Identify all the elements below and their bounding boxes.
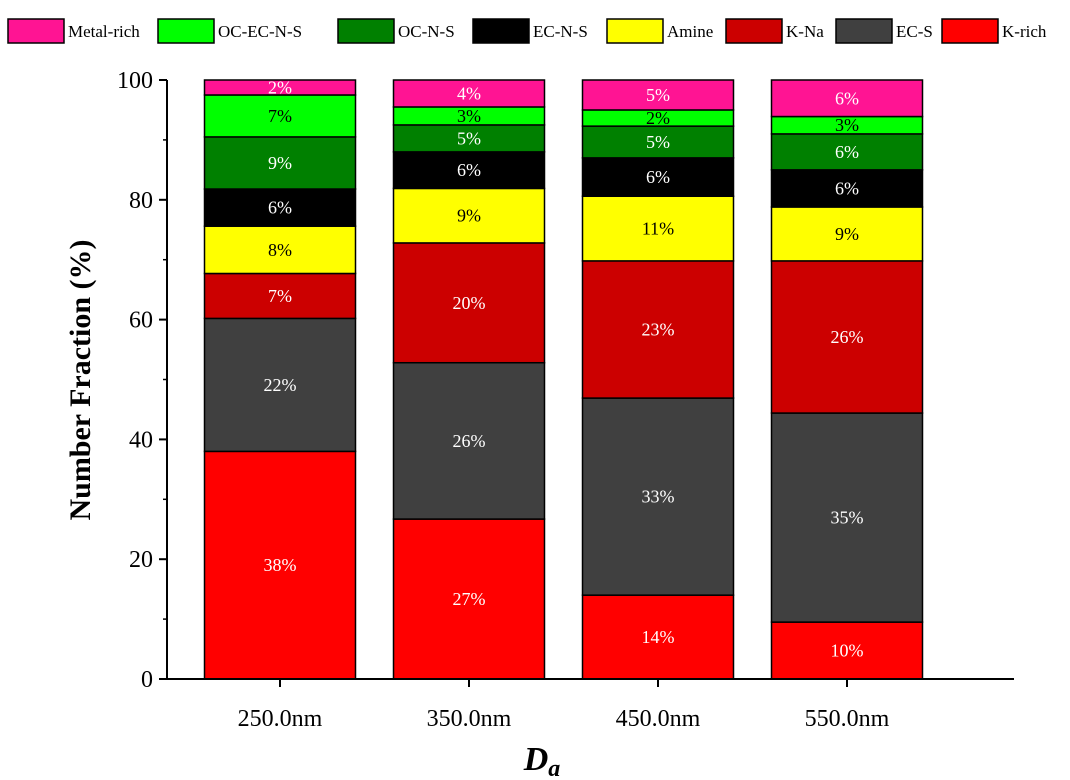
- data-label-amine-2: 11%: [642, 219, 674, 239]
- data-label-ec-s-0: 22%: [264, 375, 297, 395]
- data-label-k-rich-2: 14%: [642, 627, 675, 647]
- bar-segment-amine-0: [203, 225, 357, 275]
- legend: Metal-rich OC-EC-N-S OC-N-S EC-N-S Amine K-Na…: [7, 18, 1047, 44]
- data-label-oc-n-s-3: 6%: [835, 142, 859, 162]
- data-label-metal-rich-1: 4%: [457, 83, 481, 103]
- bar-segment-metal-rich-3: [770, 79, 924, 118]
- bar-segment-oc-ec-n-s-0: [203, 94, 357, 138]
- x-tick-label-1: 350.0nm: [427, 706, 512, 732]
- y-tick-label-60: 60: [129, 308, 153, 334]
- data-label-oc-n-s-1: 5%: [457, 128, 481, 148]
- bar-segment-k-rich-2: [581, 594, 735, 680]
- bar-segment-oc-n-s-3: [770, 133, 924, 171]
- bar-segment-amine-1: [392, 187, 546, 244]
- bar-segment-k-rich-1: [392, 518, 546, 680]
- data-label-k-na-1: 20%: [453, 293, 486, 313]
- x-tick-label-2: 450.0nm: [616, 706, 701, 732]
- data-label-metal-rich-3: 6%: [835, 88, 859, 108]
- legend-swatch-k-rich: [941, 18, 999, 44]
- data-label-ec-n-s-2: 6%: [646, 167, 670, 187]
- data-label-oc-ec-n-s-0: 7%: [268, 106, 292, 126]
- bar-segment-k-rich-3: [770, 621, 924, 680]
- data-label-k-na-0: 7%: [268, 286, 292, 306]
- data-label-k-rich-1: 27%: [453, 589, 486, 609]
- legend-label-ec-s: EC-S: [896, 22, 933, 41]
- data-label-ec-s-2: 33%: [642, 487, 675, 507]
- bar-segment-metal-rich-1: [392, 79, 546, 108]
- bar-segment-oc-n-s-1: [392, 124, 546, 153]
- legend-label-metal-rich: Metal-rich: [68, 22, 140, 41]
- axes: 0 20 40 60 80 100 250.0nm 350.0nm 450.0nm 550.0nm: [117, 68, 1014, 732]
- data-label-ec-n-s-0: 6%: [268, 198, 292, 218]
- data-label-metal-rich-0: 2%: [268, 77, 292, 97]
- y-tick-label-80: 80: [129, 188, 153, 214]
- legend-label-amine: Amine: [667, 22, 713, 41]
- bar-segment-ec-s-3: [770, 412, 924, 623]
- data-label-k-na-2: 23%: [642, 319, 675, 339]
- data-label-metal-rich-2: 5%: [646, 85, 670, 105]
- legend-label-k-na: K-Na: [786, 22, 824, 41]
- bar-segment-metal-rich-2: [581, 79, 735, 111]
- y-tick-label-100: 100: [117, 68, 153, 94]
- data-label-k-rich-0: 38%: [264, 555, 297, 575]
- bar-segment-ec-n-s-2: [581, 157, 735, 197]
- data-label-ec-s-1: 26%: [453, 431, 486, 451]
- bar-segment-ec-n-s-0: [203, 188, 357, 227]
- data-label-oc-ec-n-s-1: 3%: [457, 106, 481, 126]
- x-tick-label-3: 550.0nm: [805, 706, 890, 732]
- data-label-ec-s-3: 35%: [831, 508, 864, 528]
- x-axis-label: Da: [523, 741, 561, 780]
- bar-segment-ec-s-0: [203, 317, 357, 453]
- data-label-oc-n-s-2: 5%: [646, 132, 670, 152]
- legend-swatch-oc-ec-n-s: [157, 18, 215, 44]
- y-axis-label: Number Fraction (%): [64, 239, 97, 520]
- y-tick-label-20: 20: [129, 547, 153, 573]
- bar-segment-k-na-3: [770, 260, 924, 414]
- data-label-amine-0: 8%: [268, 240, 292, 260]
- legend-label-oc-n-s: OC-N-S: [398, 22, 455, 41]
- data-label-k-na-3: 26%: [831, 327, 864, 347]
- data-label-amine-3: 9%: [835, 224, 859, 244]
- legend-label-k-rich: K-rich: [1002, 22, 1047, 41]
- legend-label-ec-n-s: EC-N-S: [533, 22, 588, 41]
- x-axis-label-main: D: [523, 741, 549, 778]
- bar-segment-ec-s-1: [392, 361, 546, 520]
- bars: 38%22%7%8%6%9%7%2%27%26%20%9%6%5%3%4%14%…: [203, 77, 924, 680]
- bar-segment-k-rich-0: [203, 450, 357, 680]
- x-axis-label-sub: a: [548, 756, 560, 780]
- data-label-amine-1: 9%: [457, 206, 481, 226]
- legend-swatch-k-na: [725, 18, 783, 44]
- data-label-oc-ec-n-s-3: 3%: [835, 115, 859, 135]
- legend-swatch-amine: [606, 18, 664, 44]
- bar-segment-k-na-2: [581, 260, 735, 399]
- x-tick-label-0: 250.0nm: [238, 706, 323, 732]
- legend-swatch-ec-s: [835, 18, 893, 44]
- bar-segment-ec-s-2: [581, 397, 735, 596]
- legend-swatch-oc-n-s: [337, 18, 395, 44]
- y-tick-label-40: 40: [129, 427, 153, 453]
- data-label-oc-ec-n-s-2: 2%: [646, 108, 670, 128]
- legend-swatch-metal-rich: [7, 18, 65, 44]
- legend-label-oc-ec-n-s: OC-EC-N-S: [218, 22, 302, 41]
- data-label-oc-n-s-0: 9%: [268, 153, 292, 173]
- bar-segment-k-na-1: [392, 242, 546, 364]
- data-label-k-rich-3: 10%: [831, 641, 864, 661]
- bar-segment-amine-3: [770, 206, 924, 262]
- bar-segment-oc-n-s-0: [203, 136, 357, 190]
- legend-swatch-ec-n-s: [472, 18, 530, 44]
- y-tick-label-0: 0: [141, 667, 153, 693]
- bar-segment-metal-rich-0: [203, 79, 357, 96]
- bar-segment-ec-n-s-3: [770, 169, 924, 208]
- bar-segment-ec-n-s-1: [392, 151, 546, 190]
- data-label-ec-n-s-3: 6%: [835, 178, 859, 198]
- data-label-ec-n-s-1: 6%: [457, 160, 481, 180]
